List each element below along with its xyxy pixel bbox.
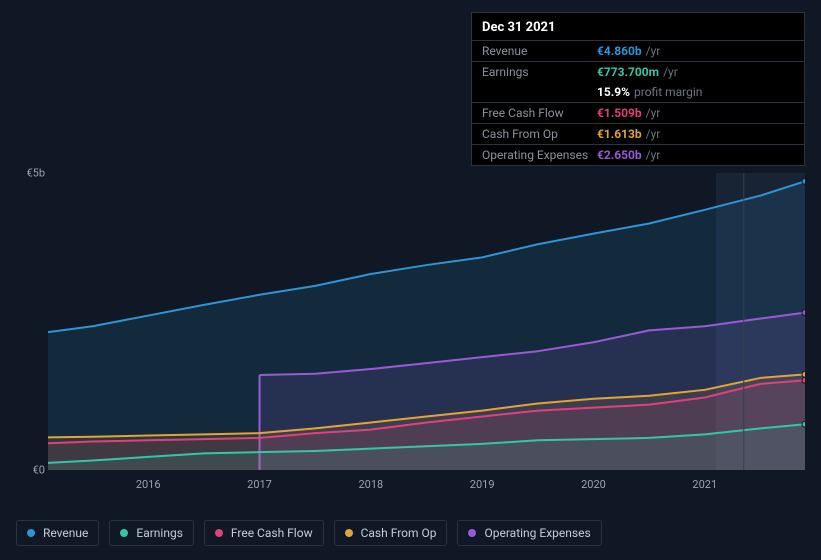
tooltip-row-unit: /yr <box>646 44 661 58</box>
legend-item-label: Free Cash Flow <box>231 526 313 540</box>
tooltip-row-unit: /yr <box>646 148 661 162</box>
tooltip-row: Operating Expenses€2.650b/yr <box>472 144 804 165</box>
tooltip-row-value: €1.613b <box>597 127 642 141</box>
tooltip-row-unit: /yr <box>646 106 661 120</box>
tooltip-row-label: Earnings <box>482 65 597 79</box>
x-axis-label: 2020 <box>581 478 606 491</box>
tooltip-row-unit: /yr <box>663 65 678 79</box>
tooltip-row-label: Cash From Op <box>482 127 597 141</box>
legend-item-label: Cash From Op <box>361 526 437 540</box>
legend-item-label: Operating Expenses <box>484 526 590 540</box>
tooltip-row-value: €2.650b <box>597 148 642 162</box>
x-axis-label: 2017 <box>247 478 272 491</box>
legend-dot-icon <box>120 529 128 537</box>
tooltip-row-value: €4.860b <box>597 44 642 58</box>
tooltip-row-value: €1.509b <box>597 106 642 120</box>
x-axis-label: 2018 <box>358 478 383 491</box>
tooltip-date: Dec 31 2021 <box>472 13 804 40</box>
tooltip-row-value: €773.700m <box>597 65 659 79</box>
legend-dot-icon <box>27 529 35 537</box>
legend-dot-icon <box>345 529 353 537</box>
x-axis-label: 2019 <box>470 478 495 491</box>
legend-item-label: Earnings <box>136 526 183 540</box>
legend-dot-icon <box>468 529 476 537</box>
tooltip-row: Free Cash Flow€1.509b/yr <box>472 102 804 123</box>
legend-item-cashop[interactable]: Cash From Op <box>334 520 448 546</box>
x-axis-label: 2021 <box>692 478 717 491</box>
area-chart-svg <box>48 173 805 470</box>
tooltip-row-value: 15.9% <box>597 85 630 99</box>
tooltip-row: 15.9% profit margin <box>472 82 804 102</box>
legend-item-revenue[interactable]: Revenue <box>16 520 99 546</box>
legend: Revenue Earnings Free Cash Flow Cash From O… <box>16 520 602 546</box>
legend-item-earnings[interactable]: Earnings <box>109 520 194 546</box>
tooltip-row-unit: profit margin <box>634 85 702 99</box>
tooltip-row: Cash From Op€1.613b/yr <box>472 123 804 144</box>
hover-tooltip: Dec 31 2021 Revenue€4.860b/yrEarnings€77… <box>471 12 805 166</box>
legend-dot-icon <box>215 529 223 537</box>
tooltip-row-label: Revenue <box>482 44 597 58</box>
y-axis-label: €5b <box>5 167 45 180</box>
legend-item-fcf[interactable]: Free Cash Flow <box>204 520 324 546</box>
tooltip-row-unit: /yr <box>646 127 661 141</box>
legend-item-label: Revenue <box>43 526 88 540</box>
tooltip-row: Revenue€4.860b/yr <box>472 40 804 61</box>
tooltip-row-label: Operating Expenses <box>482 148 597 162</box>
legend-item-opex[interactable]: Operating Expenses <box>457 520 601 546</box>
y-axis-label: €0 <box>5 464 45 477</box>
tooltip-row: Earnings€773.700m/yr <box>472 61 804 82</box>
x-axis-label: 2016 <box>136 478 161 491</box>
tooltip-row-label: Free Cash Flow <box>482 106 597 120</box>
